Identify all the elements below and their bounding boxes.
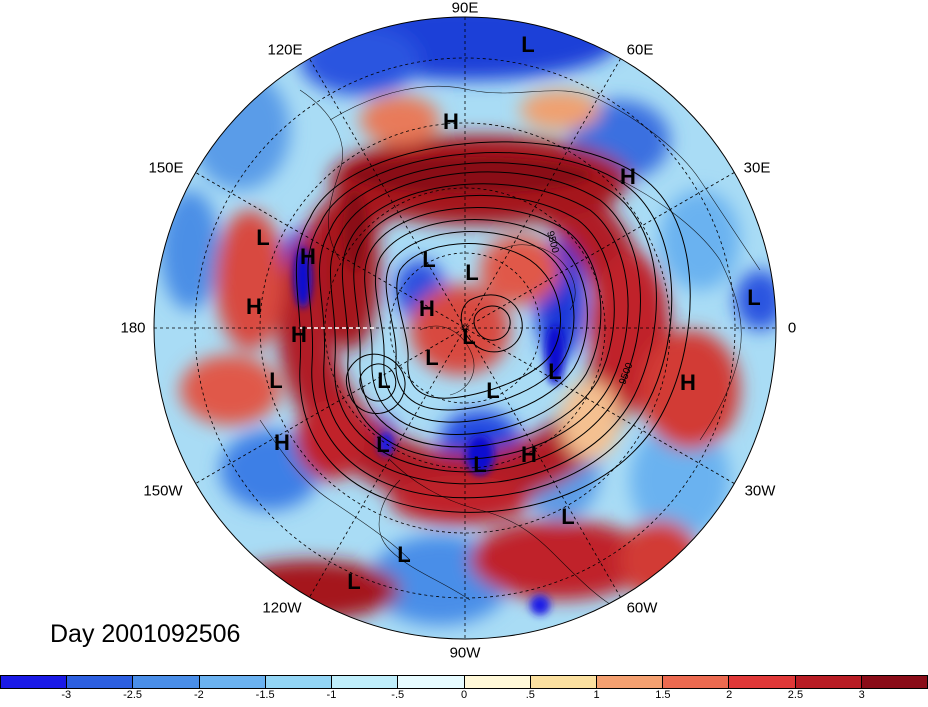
- colorbar-tick-label: 2: [726, 689, 733, 701]
- pressure-low-marker: L: [347, 569, 361, 594]
- colorbar-segment: [265, 676, 333, 688]
- pressure-low-marker: L: [397, 542, 411, 567]
- colorbar-segment: [795, 676, 862, 688]
- pressure-low-marker: L: [377, 368, 391, 393]
- pressure-low-marker: L: [376, 432, 390, 457]
- colorbar-segment: [199, 676, 266, 688]
- pressure-low-marker: L: [486, 378, 500, 403]
- pressure-high-marker: H: [300, 244, 316, 269]
- pressure-low-marker: L: [422, 247, 436, 272]
- colorbar-tick-label: .5: [525, 689, 535, 701]
- lon-label-120w: 120W: [262, 599, 302, 617]
- pressure-high-marker: H: [443, 109, 459, 134]
- colorbar-tick-label: 0: [460, 689, 468, 701]
- pressure-high-marker: H: [521, 442, 537, 467]
- pressure-low-marker: L: [462, 324, 476, 349]
- graticule: [154, 17, 776, 639]
- colorbar-segment: [530, 676, 597, 688]
- colorbar-tick-label: -1.5: [255, 689, 275, 701]
- colorbar-segment: [861, 676, 928, 688]
- colorbar-segment: [67, 676, 134, 688]
- lon-label-120e: 120E: [267, 41, 303, 59]
- lon-label-150w: 150W: [143, 482, 183, 500]
- pressure-low-marker: L: [548, 359, 562, 384]
- pressure-low-marker: L: [747, 285, 761, 310]
- pressure-low-marker: L: [473, 452, 487, 477]
- colorbar: [0, 675, 928, 689]
- height-contours: [295, 141, 691, 513]
- lon-label-90e: 90E: [451, 0, 479, 17]
- colorbar-segment: [1, 676, 68, 688]
- field-detail: [294, 157, 590, 615]
- colorbar-tick-label: -3: [61, 689, 72, 701]
- colorbar-segment: [464, 676, 531, 688]
- pressure-low-marker: L: [256, 225, 270, 250]
- pressure-low-marker: L: [561, 504, 575, 529]
- lon-label-150e: 150E: [148, 159, 184, 177]
- pressure-low-marker: L: [465, 260, 479, 285]
- colorbar-tick-label: -2.5: [123, 689, 143, 701]
- colorbar-segment: [133, 676, 200, 688]
- lon-label-60e: 60E: [626, 41, 654, 59]
- colorbar-segment: [663, 676, 730, 688]
- colorbar-segment: [729, 676, 796, 688]
- lon-label-180: 180: [120, 319, 146, 337]
- pressure-high-marker: H: [680, 370, 696, 395]
- pressure-low-marker: L: [521, 32, 535, 57]
- colorbar-segment: [332, 676, 399, 688]
- colorbar-tick-label: -.5: [391, 689, 405, 701]
- lon-label-60w: 60W: [626, 599, 658, 617]
- day-label: Day 2001092506: [50, 620, 241, 648]
- colorbar-tick-label: -2: [193, 689, 204, 701]
- pressure-high-marker: H: [291, 322, 307, 347]
- colorbar-tick-label: 2.5: [787, 689, 804, 701]
- pressure-high-marker: H: [620, 164, 636, 189]
- pressure-high-marker: H: [246, 294, 262, 319]
- pressure-high-marker: H: [419, 296, 435, 321]
- colorbar-segment: [596, 676, 664, 688]
- colorbar-tick-label: -1: [326, 689, 337, 701]
- lon-label-30e: 30E: [743, 159, 771, 177]
- colorbar-segment: [398, 676, 465, 688]
- map-boundary: [153, 16, 777, 640]
- pressure-high-marker: H: [274, 430, 290, 455]
- lon-label-0: 0: [787, 319, 797, 337]
- pressure-low-marker: L: [269, 368, 283, 393]
- coastlines: [259, 85, 761, 611]
- colorbar-tick-label: 1.5: [655, 689, 671, 701]
- lon-label-30w: 30W: [744, 482, 776, 500]
- lon-label-90w: 90W: [449, 644, 481, 662]
- colorbar-tick-label: 1: [593, 689, 600, 701]
- pressure-low-marker: L: [425, 345, 439, 370]
- colorbar-tick-label: 3: [858, 689, 865, 701]
